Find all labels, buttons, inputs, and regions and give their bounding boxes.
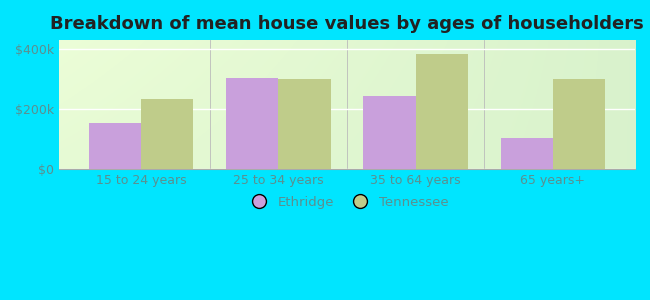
Bar: [415, 54, 468, 169]
Bar: [552, 79, 605, 169]
Bar: [500, 138, 552, 169]
Bar: [89, 123, 141, 169]
Bar: [363, 96, 415, 169]
Bar: [141, 99, 194, 169]
Title: Breakdown of mean house values by ages of householders: Breakdown of mean house values by ages o…: [50, 15, 644, 33]
Bar: [226, 78, 278, 169]
Legend: Ethridge, Tennessee: Ethridge, Tennessee: [240, 191, 454, 214]
Bar: [278, 79, 331, 169]
